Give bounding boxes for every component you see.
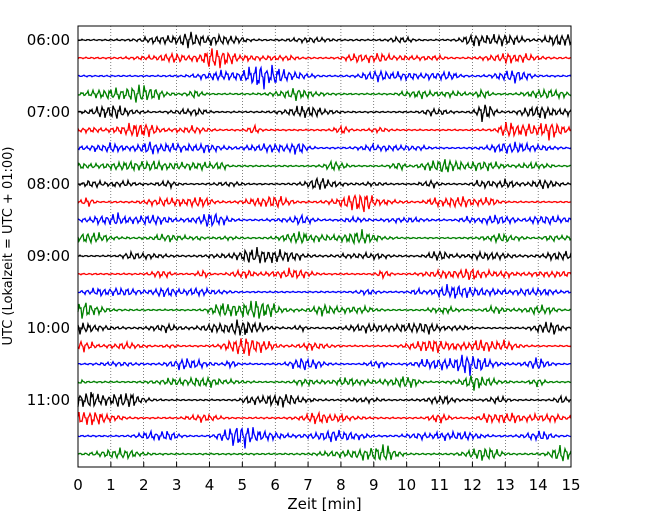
x-tick-label: 5 — [238, 476, 248, 494]
x-tick-label: 1 — [106, 476, 116, 494]
trace-line — [77, 64, 572, 90]
trace-group — [77, 31, 572, 462]
trace-line — [77, 300, 572, 319]
trace-line — [77, 176, 572, 191]
y-tick-label: 09:00 — [27, 247, 70, 265]
trace-line — [77, 426, 572, 449]
x-tick-label: 10 — [397, 476, 416, 494]
trace-line — [77, 212, 572, 228]
trace-line — [77, 444, 572, 462]
plot-frame — [77, 25, 572, 468]
x-tick-label: 7 — [303, 476, 313, 494]
y-axis: 06:00 07:00 08:00 09:00 10:00 11:00 — [27, 31, 83, 409]
trace-line — [77, 410, 572, 426]
trace-line — [77, 283, 572, 299]
trace-line — [77, 141, 572, 155]
x-tick-label: 12 — [463, 476, 482, 494]
trace-line — [77, 375, 572, 391]
trace-line — [77, 338, 572, 356]
x-tick-label: 15 — [561, 476, 580, 494]
y-tick-label: 11:00 — [27, 391, 70, 409]
trace-line — [77, 391, 572, 409]
x-tick-label: 0 — [73, 476, 83, 494]
x-tick-label: 4 — [205, 476, 215, 494]
trace-line — [77, 48, 572, 69]
x-tick-label: 3 — [172, 476, 182, 494]
x-tick-label: 8 — [336, 476, 346, 494]
trace-line — [77, 354, 572, 376]
y-tick-label: 08:00 — [27, 175, 70, 193]
trace-line — [77, 158, 572, 173]
x-tick-label: 13 — [496, 476, 515, 494]
trace-line — [77, 319, 572, 336]
trace-line — [77, 267, 572, 281]
y-tick-label: 07:00 — [27, 103, 70, 121]
trace-line — [77, 193, 572, 213]
y-axis-label: UTC (Lokalzeit = UTC + 01:00) — [1, 147, 16, 346]
trace-line — [77, 31, 572, 49]
trace-line — [77, 246, 572, 264]
trace-line — [77, 122, 572, 141]
y-tick-label: 10:00 — [27, 319, 70, 337]
x-tick-label: 6 — [270, 476, 280, 494]
trace-line — [77, 84, 572, 103]
y-tick-label: 06:00 — [27, 31, 70, 49]
trace-line — [77, 104, 572, 122]
x-tick-label: 14 — [529, 476, 548, 494]
x-axis-label: Zeit [min] — [287, 495, 361, 513]
x-tick-label: 11 — [430, 476, 449, 494]
x-tick-label: 2 — [139, 476, 149, 494]
x-tick-label: 9 — [369, 476, 379, 494]
trace-line — [77, 229, 572, 246]
x-axis: 0 1 2 3 4 5 6 7 8 9 10 11 12 13 14 15 — [73, 462, 581, 494]
